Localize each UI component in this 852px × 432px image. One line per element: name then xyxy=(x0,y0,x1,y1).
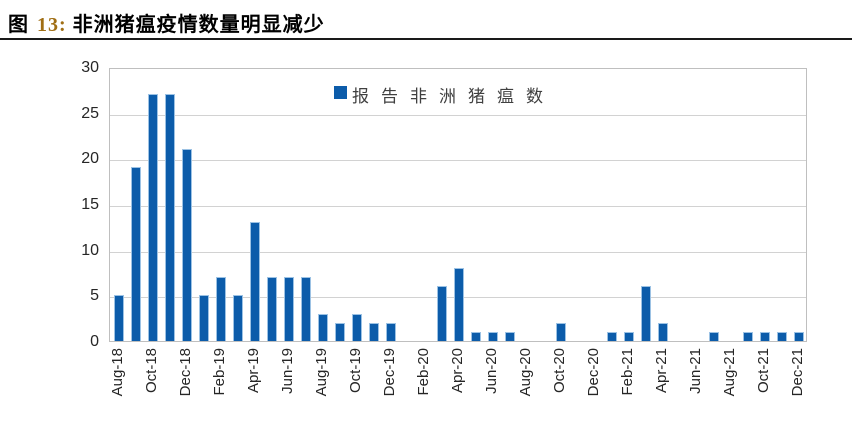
x-tick-label-Feb-19: Feb-19 xyxy=(210,348,228,396)
bar-Apr-21 xyxy=(658,322,669,341)
x-tick-label-Dec-19: Dec-19 xyxy=(380,348,398,397)
bar-Sep-19 xyxy=(334,322,345,341)
bar-Apr-19 xyxy=(249,222,260,341)
bar-Jan-19 xyxy=(198,295,209,341)
x-tick-label-Aug-18: Aug-18 xyxy=(108,348,126,397)
legend-label: 报告非洲猪瘟数 xyxy=(352,87,555,106)
figure-title: 图 13: 非洲猪瘟疫情数量明显减少 xyxy=(8,8,848,37)
x-tick-label-Dec-21: Dec-21 xyxy=(789,348,807,397)
x-tick-label-Aug-21: Aug-21 xyxy=(721,348,739,397)
title-rule xyxy=(0,38,852,40)
bar-Dec-21 xyxy=(794,331,805,341)
x-tick-label-Oct-20: Oct-20 xyxy=(551,348,569,394)
bar-Nov-21 xyxy=(777,331,788,341)
y-tick-label-0: 0 xyxy=(90,333,99,350)
y-tick-label-25: 25 xyxy=(81,104,99,122)
bar-Jun-19 xyxy=(283,277,294,341)
bar-Apr-20 xyxy=(454,267,464,341)
x-tick-label-Aug-19: Aug-19 xyxy=(312,348,330,397)
bar-Oct-20 xyxy=(556,322,567,341)
bar-May-19 xyxy=(266,277,277,341)
plot-area xyxy=(109,68,807,342)
bar-Aug-18 xyxy=(113,295,124,341)
bar-Feb-19 xyxy=(215,277,226,341)
bar-Aug-19 xyxy=(317,313,328,341)
x-tick-label-Apr-21: Apr-21 xyxy=(653,348,671,394)
bar-Sep-18 xyxy=(130,167,141,341)
x-tick-label-Feb-21: Feb-21 xyxy=(619,348,637,396)
x-tick-label-Dec-18: Dec-18 xyxy=(176,348,194,397)
bar-Oct-19 xyxy=(351,313,362,341)
x-tick-label-Oct-18: Oct-18 xyxy=(142,348,160,394)
y-tick-label-15: 15 xyxy=(81,196,99,213)
bar-Oct-18 xyxy=(147,94,158,341)
figure-title-text: 非洲猪瘟疫情数量明显减少 xyxy=(72,14,325,36)
x-tick-label-Jun-19: Jun-19 xyxy=(278,348,296,394)
bar-Jul-20 xyxy=(505,331,516,341)
figure-number: 13: xyxy=(37,14,67,36)
bar-Dec-18 xyxy=(181,149,192,341)
x-tick-label-Oct-19: Oct-19 xyxy=(346,348,364,394)
chart-area: 0 5 10 15 20 25 30 Aug-18 Oct-18 Dec-18 Feb-19 Apr… xyxy=(0,42,852,432)
y-tick-label-30: 30 xyxy=(81,59,99,76)
gridline-y20 xyxy=(110,160,806,162)
bar-Jul-19 xyxy=(300,277,311,341)
bar-Jul-21 xyxy=(709,331,720,341)
gridline-y10 xyxy=(110,251,806,253)
x-tick-label-Jun-21: Jun-21 xyxy=(687,348,705,394)
y-tick-label-20: 20 xyxy=(81,150,99,168)
x-tick-label-Aug-20: Aug-20 xyxy=(517,348,535,397)
bar-Nov-19 xyxy=(368,322,379,341)
x-tick-label-Feb-20: Feb-20 xyxy=(414,348,432,396)
x-tick-label-Jun-20: Jun-20 xyxy=(483,348,501,394)
bar-Jun-20 xyxy=(488,331,499,341)
y-tick-label-5: 5 xyxy=(90,287,99,305)
x-tick-label-Apr-20: Apr-20 xyxy=(449,348,466,394)
bar-Sep-21 xyxy=(743,331,754,341)
gridline-y25 xyxy=(110,114,806,116)
x-tick-label-Dec-20: Dec-20 xyxy=(585,348,603,397)
bar-Mar-20 xyxy=(436,286,447,341)
x-tick-label-Apr-19: Apr-19 xyxy=(244,348,262,394)
legend-square-icon xyxy=(334,86,347,99)
figure-prefix: 图 xyxy=(8,14,29,36)
x-tick-label-Oct-21: Oct-21 xyxy=(755,348,773,394)
bar-Nov-18 xyxy=(164,94,175,341)
bar-Feb-21 xyxy=(624,331,635,341)
bar-May-20 xyxy=(471,331,482,341)
gridline-y15 xyxy=(110,206,806,207)
bar-Oct-21 xyxy=(760,331,771,341)
bar-Mar-21 xyxy=(641,286,652,341)
bar-Dec-19 xyxy=(385,322,396,341)
bar-Jan-21 xyxy=(607,331,618,341)
bar-Mar-19 xyxy=(232,295,243,341)
y-tick-label-10: 10 xyxy=(81,241,99,259)
